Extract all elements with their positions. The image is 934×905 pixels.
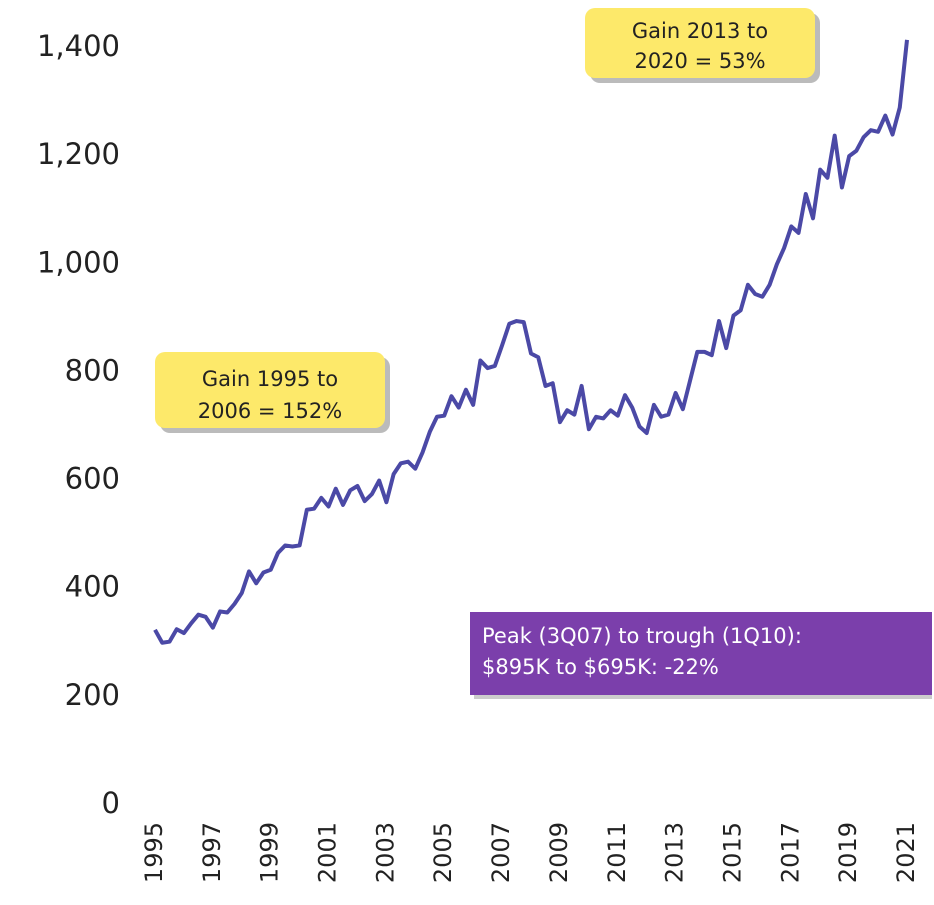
x-tick-label: 2021	[892, 822, 920, 883]
y-tick-label: 400	[65, 570, 120, 604]
x-tick-label: 1995	[140, 822, 168, 883]
annotation-box	[470, 612, 932, 695]
x-tick-label: 2017	[776, 822, 804, 883]
y-tick-label: 1,400	[37, 29, 120, 63]
x-tick-label: 2007	[487, 822, 515, 883]
y-tick-label: 1,000	[37, 245, 120, 279]
x-tick-label: 2001	[314, 822, 342, 883]
annotation-box	[155, 352, 385, 428]
annotation-text: Peak (3Q07) to trough (1Q10):	[482, 624, 802, 648]
x-tick-label: 1999	[256, 822, 284, 883]
x-tick-label: 2011	[603, 822, 631, 883]
y-tick-label: 800	[65, 353, 120, 387]
x-tick-label: 2019	[834, 822, 862, 883]
annotation-text: 2020 = 53%	[634, 49, 765, 73]
x-tick-label: 2005	[429, 822, 457, 883]
x-tick-label: 1997	[198, 822, 226, 883]
line	[153, 39, 909, 645]
y-tick-label: 600	[65, 462, 120, 496]
annotation-text: 2006 = 152%	[198, 399, 342, 423]
x-tick-label: 2003	[371, 822, 399, 883]
annotation-text: $895K to $695K: -22%	[482, 655, 719, 679]
y-tick-label: 200	[65, 678, 120, 712]
annotation-box	[585, 8, 815, 78]
y-tick-label: 1,200	[37, 137, 120, 171]
annotation-text: Gain 2013 to	[632, 19, 768, 43]
annotation-text: Gain 1995 to	[202, 367, 338, 391]
y-tick-label: 0	[102, 786, 120, 820]
x-tick-label: 2009	[545, 822, 573, 883]
x-tick-label: 2013	[661, 822, 689, 883]
x-tick-label: 2015	[718, 822, 746, 883]
